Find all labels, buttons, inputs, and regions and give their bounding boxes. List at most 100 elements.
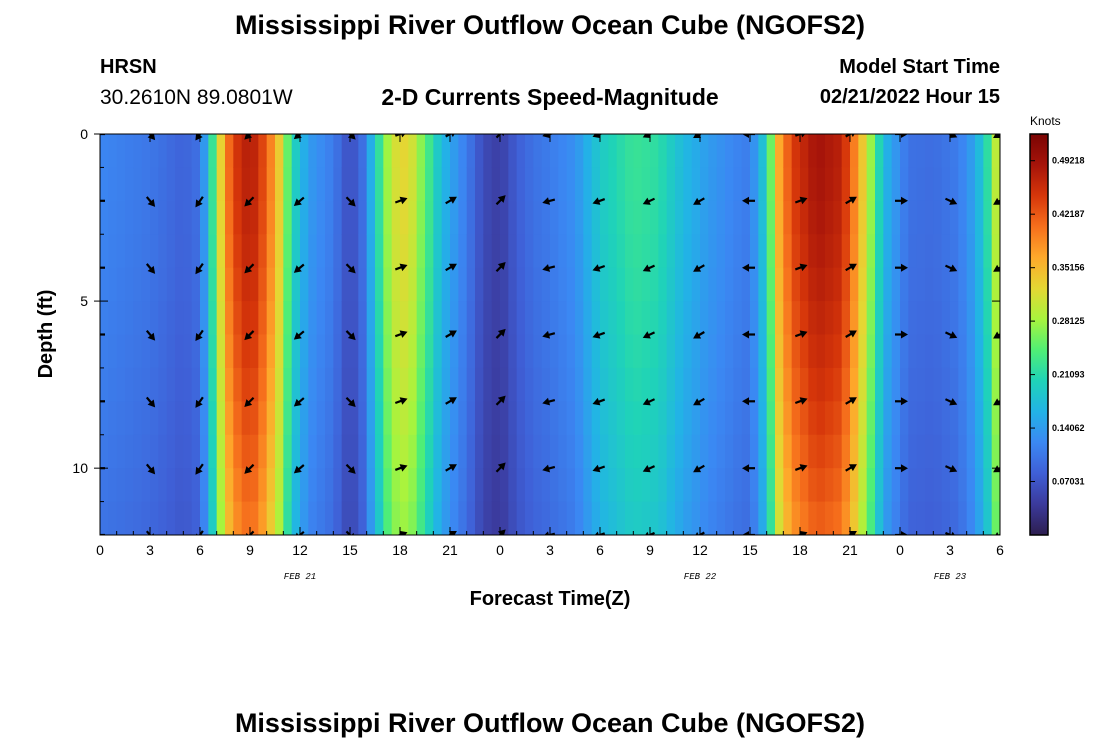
heatmap-cell <box>400 234 409 269</box>
current-vector-arrow <box>542 264 556 272</box>
heatmap-cell <box>641 501 651 535</box>
heatmap-cell <box>700 200 709 235</box>
heatmap-cell <box>458 501 468 535</box>
heatmap-cell <box>850 301 859 336</box>
heatmap-cell <box>408 301 418 336</box>
heatmap-cell <box>191 301 201 336</box>
heatmap-cell <box>941 267 951 302</box>
heatmap-cell <box>300 468 309 503</box>
heatmap-cell <box>966 234 976 269</box>
heatmap-cell <box>500 501 509 535</box>
heatmap-cell <box>516 267 526 302</box>
x-tick-label: 6 <box>996 542 1004 558</box>
heatmap-cell <box>983 301 993 336</box>
heatmap-cell <box>741 401 751 436</box>
heatmap-cell <box>825 367 834 402</box>
heatmap-cell <box>583 401 593 436</box>
heatmap-cell <box>258 401 268 436</box>
heatmap-cell <box>591 401 601 436</box>
heatmap-cell <box>133 434 143 469</box>
heatmap-cell <box>358 367 368 402</box>
heatmap-cell <box>308 267 318 302</box>
heatmap-cell <box>891 401 901 436</box>
current-vector-arrow <box>394 397 408 405</box>
heatmap-cell <box>458 301 468 336</box>
heatmap-cell <box>291 301 301 336</box>
heatmap-cell <box>175 367 184 402</box>
heatmap-cell <box>400 200 409 235</box>
heatmap-cell <box>425 267 434 302</box>
current-vector-arrow <box>895 196 908 205</box>
heatmap-cell <box>333 200 343 235</box>
heatmap-cell <box>250 401 259 436</box>
heatmap-cell <box>408 501 418 535</box>
heatmap-cell <box>983 200 993 235</box>
heatmap-cell <box>700 468 709 503</box>
heatmap-cell <box>216 367 226 402</box>
heatmap-cell <box>583 301 593 336</box>
heatmap-cell <box>241 200 251 235</box>
heatmap-cell <box>116 401 126 436</box>
heatmap-cell <box>808 301 818 336</box>
current-vector-arrow <box>642 464 655 473</box>
heatmap-cell <box>325 267 334 302</box>
heatmap-cell <box>858 401 868 436</box>
heatmap-cell <box>150 301 159 336</box>
heatmap-cell <box>716 401 726 436</box>
heatmap-cell <box>541 167 551 202</box>
heatmap-cell <box>166 367 176 402</box>
heatmap-cell <box>583 167 593 202</box>
heatmap-cell <box>508 267 518 302</box>
x-tick-label: 0 <box>496 542 504 558</box>
current-vector-arrow <box>293 196 305 206</box>
heatmap-cell <box>900 267 909 302</box>
heatmap-cell <box>158 167 168 202</box>
heatmap-cell <box>483 501 493 535</box>
heatmap-cell <box>200 401 209 436</box>
heatmap-cell <box>525 367 534 402</box>
heatmap-cell <box>900 334 909 369</box>
heatmap-cell <box>416 200 426 235</box>
heatmap-cell <box>566 367 576 402</box>
heatmap-cell <box>941 434 951 469</box>
heatmap-cell <box>916 301 926 336</box>
current-vector-arrow <box>742 397 755 406</box>
heatmap-cell <box>158 200 168 235</box>
heatmap-cell <box>175 267 184 302</box>
heatmap-cell <box>791 468 801 503</box>
heatmap-cell <box>141 301 151 336</box>
heatmap-cell <box>658 468 668 503</box>
heatmap-cell <box>366 468 376 503</box>
heatmap-cell <box>808 501 818 535</box>
heatmap-cell <box>275 434 284 469</box>
heatmap-cell <box>450 334 459 369</box>
heatmap-cell <box>750 501 759 535</box>
heatmap-cell <box>316 134 326 169</box>
current-vector-arrow <box>845 464 857 472</box>
heatmap-cell <box>866 434 876 469</box>
heatmap-cell <box>525 401 534 436</box>
heatmap-cell <box>633 468 643 503</box>
heatmap-cell <box>458 401 468 436</box>
heatmap-cell <box>383 334 393 369</box>
heatmap-cell <box>383 367 393 402</box>
current-vector-arrow <box>794 196 808 205</box>
heatmap-cell <box>166 501 176 535</box>
y-tick-label: 0 <box>80 126 88 142</box>
heatmap-cell <box>966 167 976 202</box>
heatmap-cell <box>108 501 118 535</box>
x-tick-label: 3 <box>546 542 554 558</box>
heatmap-cell <box>433 167 443 202</box>
heatmap-cell <box>400 334 409 369</box>
heatmap-cell <box>275 134 284 169</box>
heatmap-cell <box>725 267 734 302</box>
heatmap-cell <box>591 267 601 302</box>
heatmap-cell <box>975 401 984 436</box>
heatmap-cell <box>341 334 351 369</box>
heatmap-cell <box>825 334 834 369</box>
heatmap-cell <box>275 501 284 535</box>
heatmap-cell <box>875 501 884 535</box>
heatmap-cell <box>566 334 576 369</box>
heatmap-cell <box>433 134 443 169</box>
heatmap-cell <box>725 134 734 169</box>
